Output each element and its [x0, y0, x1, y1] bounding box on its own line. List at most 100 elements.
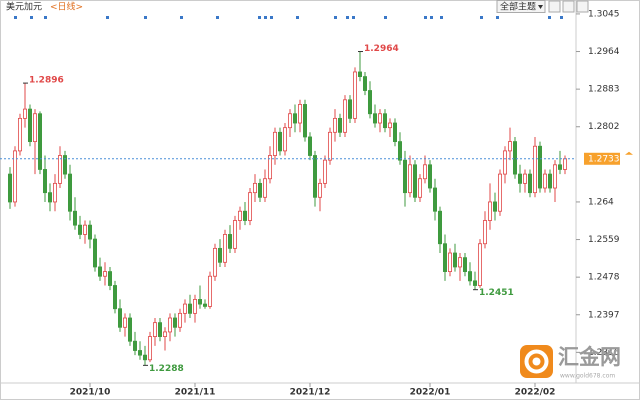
candle-body [502, 150, 507, 175]
candle-body [452, 252, 457, 268]
candle-body [487, 201, 492, 221]
plot: 1.3045 1.2964 1.2883 1.2802 1.264 1.2559 1.247… [0, 9, 633, 398]
candle-body [88, 224, 93, 240]
candle-body [317, 182, 322, 198]
candle-body [68, 173, 73, 212]
candle-body [197, 299, 202, 305]
candle-body [58, 155, 63, 184]
candle-body [177, 312, 182, 328]
candle-body [192, 299, 197, 314]
candle-body [347, 99, 352, 119]
icon-button[interactable] [562, 0, 575, 13]
candle-body [123, 317, 128, 328]
candle-body [417, 178, 422, 198]
candle-body [252, 182, 257, 194]
watermark: 汇金网 www.gold678.com [520, 345, 621, 380]
annotation-label: 1.2964 [364, 44, 399, 54]
candle-body [372, 113, 377, 124]
candle-body [172, 317, 177, 328]
candle-body [83, 224, 88, 235]
candle-body [118, 308, 123, 328]
candle-body [382, 113, 387, 129]
x-tick-label: 2021/11 [175, 388, 216, 398]
candle-body [257, 182, 262, 198]
candle-body [73, 210, 78, 226]
candle-body [152, 322, 157, 337]
candle-body [337, 117, 342, 133]
y-tick-label: 1.264 [588, 197, 614, 207]
candle-body [447, 252, 452, 272]
candle-body [43, 169, 48, 194]
candle-body [543, 173, 548, 189]
candle-body [367, 90, 372, 115]
candle-body [427, 164, 432, 189]
candle-body [137, 350, 142, 356]
candle-body [113, 285, 118, 310]
annotation-label: 1.2451 [479, 288, 514, 298]
candle-body [362, 76, 367, 91]
candle-body [267, 155, 272, 180]
candle-body [523, 173, 528, 184]
candle-body [457, 257, 462, 268]
candle-body [38, 113, 43, 170]
candle-body [272, 131, 277, 156]
candle-body [513, 141, 518, 175]
y-tick-label: 1.2478 [588, 273, 620, 283]
x-tick-label: 2021/12 [290, 388, 331, 398]
candle-body [397, 141, 402, 161]
candle-body [277, 131, 282, 152]
annotation-label: 1.2288 [149, 364, 184, 374]
candle-body [232, 220, 237, 249]
menu-label[interactable]: 全部主题 [500, 1, 536, 13]
annotation-label: 1.2896 [29, 76, 64, 86]
candle-body [202, 303, 207, 307]
candle-body [17, 117, 22, 152]
candle-body [558, 164, 563, 170]
candle-body [302, 104, 307, 138]
candle-body [262, 178, 267, 198]
candle-body [352, 71, 357, 119]
candle-body [162, 331, 167, 337]
icon-button[interactable] [576, 0, 589, 13]
candle-body [142, 354, 147, 361]
candle-body [182, 303, 187, 314]
y-tick-label: 1.2964 [588, 47, 620, 57]
candle-body [237, 210, 242, 221]
candle-body [402, 159, 407, 194]
candle-body [407, 164, 412, 194]
candle-body [147, 336, 152, 361]
candle-body [392, 122, 397, 142]
candle-body [462, 257, 467, 272]
candle-body [312, 155, 317, 198]
candle-body [12, 150, 17, 203]
candle-body [492, 201, 497, 212]
candle-body [422, 164, 427, 180]
candle-body [548, 173, 553, 189]
candle-body [207, 275, 212, 307]
candle-body [437, 210, 442, 245]
y-tick-label: 1.2316 [588, 348, 620, 358]
candle-body [322, 159, 327, 184]
candle-body [332, 117, 337, 133]
candle-body [217, 247, 222, 263]
y-tick-label: 1.2883 [588, 85, 620, 95]
x-tick-label: 2021/10 [70, 388, 111, 398]
candle-body [48, 192, 53, 203]
candle-body [553, 164, 558, 189]
period-link[interactable]: <日线> [50, 1, 83, 13]
last-price-box [584, 152, 620, 165]
candle-body [247, 192, 252, 221]
candle-body [132, 340, 137, 351]
candle-body [297, 104, 302, 124]
candle-body [518, 173, 523, 184]
y-tick-label: 1.2397 [588, 310, 620, 320]
icon-button[interactable] [548, 0, 561, 13]
candle-body [467, 271, 472, 282]
x-tick-label: 2022/02 [515, 388, 556, 398]
candle-body [157, 322, 162, 337]
menu-button[interactable]: 全部主题 [496, 0, 546, 13]
candle-body [63, 155, 68, 175]
candle-body [533, 145, 538, 194]
candle-body [327, 131, 332, 161]
